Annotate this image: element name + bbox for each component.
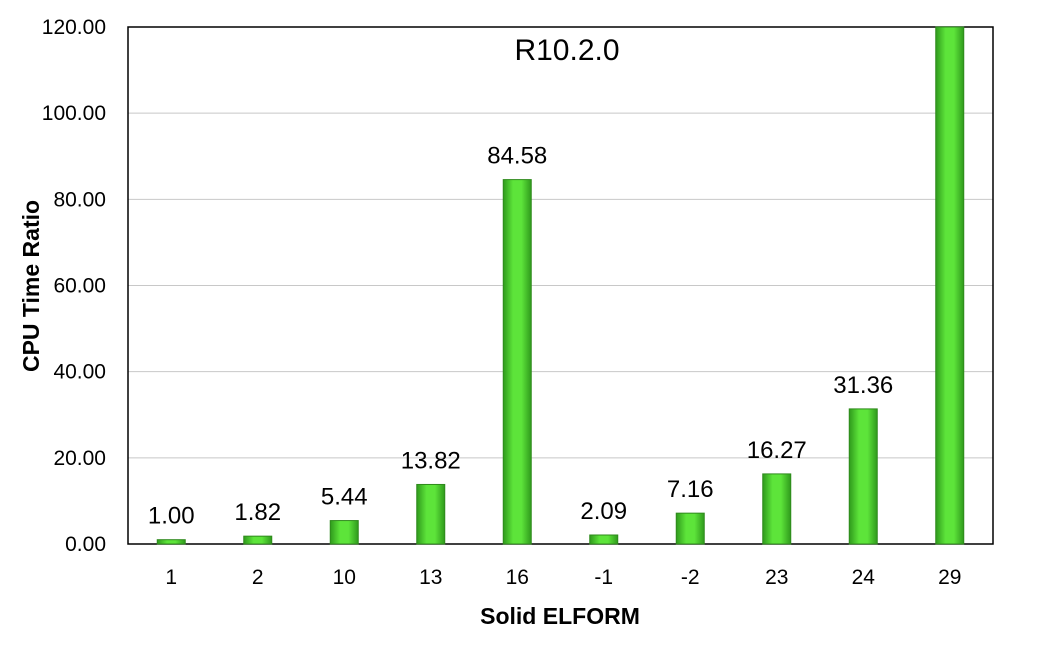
y-tick-label: 80.00 — [53, 188, 106, 211]
data-label-16: 84.58 — [487, 143, 547, 170]
x-tick-label: 24 — [852, 566, 876, 589]
data-label-23: 16.27 — [747, 437, 807, 464]
data-labels: 1.00 1.82 5.44 13.82 84.58 2.09 7.16 16.27 31.36 — [148, 143, 893, 530]
bar-16 — [502, 179, 532, 545]
x-tick-label: 16 — [506, 566, 529, 589]
bar-29 — [935, 26, 965, 545]
bar-23 — [762, 473, 792, 545]
bar-10 — [329, 520, 359, 545]
y-tick-label: 0.00 — [65, 533, 106, 556]
data-label--2: 7.16 — [667, 476, 714, 503]
y-tick-label: 60.00 — [53, 275, 106, 298]
data-label-1: 1.00 — [148, 503, 195, 530]
x-tick-label: 10 — [333, 566, 356, 589]
x-tick-label: 1 — [165, 566, 177, 589]
data-label-24: 31.36 — [833, 372, 893, 399]
y-axis-ticks: 0.00 20.00 40.00 60.00 80.00 100.00 120.00 — [42, 16, 106, 556]
bar-13 — [416, 483, 446, 545]
x-tick-label: 13 — [419, 566, 442, 589]
x-axis-title: Solid ELFORM — [480, 603, 640, 629]
y-tick-label: 20.00 — [53, 447, 106, 470]
x-tick-label: 29 — [938, 566, 961, 589]
bars — [156, 26, 965, 545]
y-tick-label: 40.00 — [53, 361, 106, 384]
x-tick-label: 2 — [252, 566, 264, 589]
chart-title: R10.2.0 — [514, 34, 619, 67]
y-tick-label: 100.00 — [42, 102, 106, 125]
y-axis-title: CPU Time Ratio — [18, 200, 44, 372]
data-label-10: 5.44 — [321, 484, 368, 511]
bar-24 — [848, 408, 878, 545]
plot-area-frame — [127, 26, 994, 545]
bar--2 — [675, 512, 705, 545]
data-label-2: 1.82 — [234, 499, 281, 526]
x-axis-ticks: 1 2 10 13 16 -1 -2 23 24 29 — [165, 566, 961, 589]
y-tick-label: 120.00 — [42, 16, 106, 39]
x-tick-label: -1 — [594, 566, 613, 589]
bar-2 — [243, 535, 273, 545]
bar--1 — [589, 534, 619, 545]
data-label-13: 13.82 — [401, 447, 461, 474]
bar-1 — [156, 539, 186, 545]
data-label--1: 2.09 — [580, 498, 627, 525]
x-tick-label: -2 — [681, 566, 700, 589]
x-tick-label: 23 — [765, 566, 788, 589]
